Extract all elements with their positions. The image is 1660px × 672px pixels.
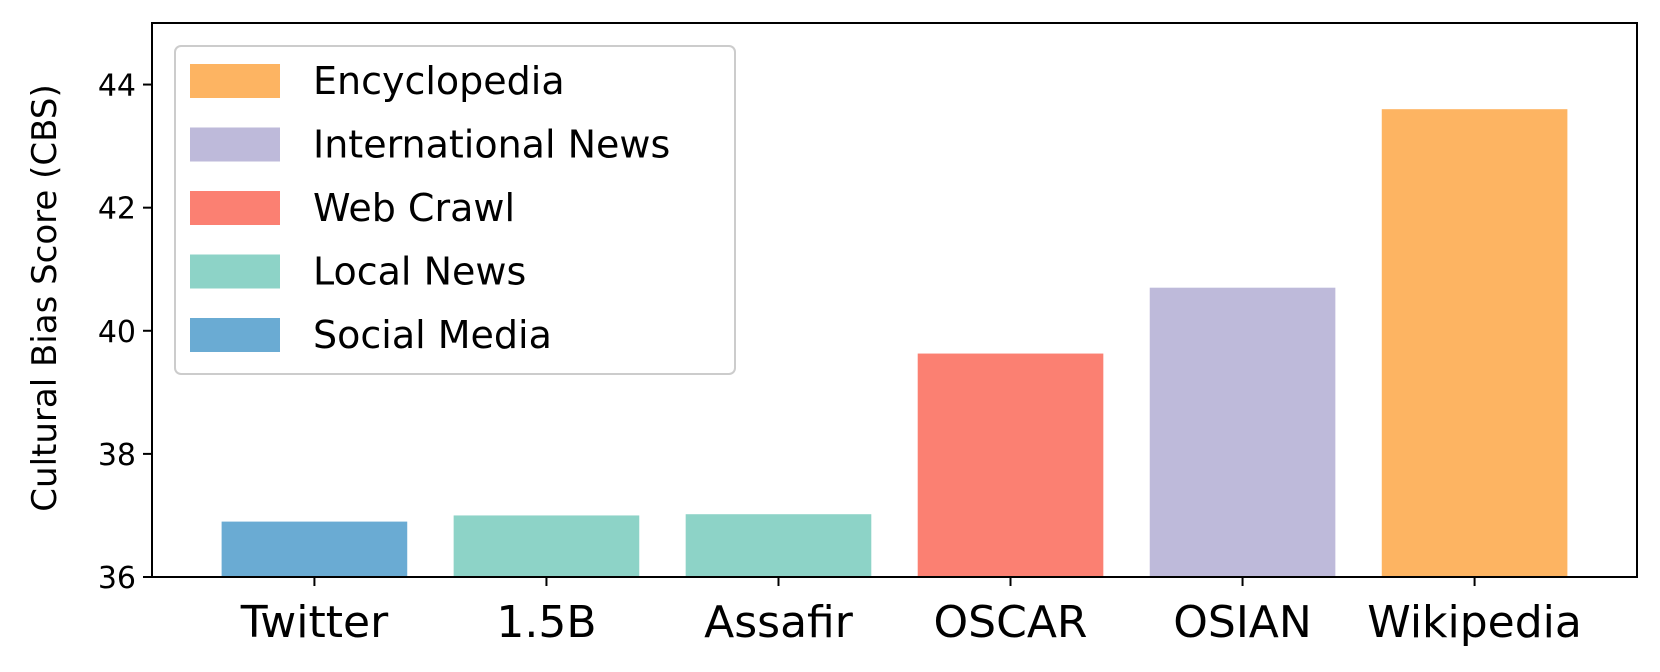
- legend-label: Web Crawl: [313, 186, 515, 230]
- legend-label: Social Media: [313, 313, 552, 357]
- x-tick-label: Assafir: [704, 597, 854, 648]
- legend-swatch: [190, 127, 280, 162]
- legend-swatch: [190, 318, 280, 352]
- y-tick-label: 38: [98, 438, 136, 473]
- bar-1-5b: [453, 515, 640, 577]
- y-tick-label: 40: [98, 315, 136, 350]
- legend-label: Encyclopedia: [313, 59, 565, 103]
- legend-box: [174, 45, 736, 375]
- bar-assafir: [685, 514, 872, 577]
- x-tick-label: Twitter: [240, 597, 389, 648]
- legend-swatch: [190, 191, 280, 225]
- legend-label: Local News: [313, 250, 526, 294]
- x-tick-label: OSCAR: [934, 597, 1088, 648]
- y-tick-label: 36: [98, 561, 136, 596]
- bar-oscar: [917, 353, 1104, 577]
- x-axis: Twitter 1.5B Assafir OSCAR OSIAN Wikipedia: [240, 577, 1582, 648]
- y-axis: 36 38 40 42 44: [98, 69, 152, 596]
- legend-swatch: [190, 64, 280, 98]
- bar-osian: [1149, 287, 1336, 577]
- legend-label: International News: [313, 123, 670, 167]
- x-tick-label: Wikipedia: [1367, 597, 1582, 648]
- y-tick-label: 42: [98, 192, 136, 227]
- x-tick-label: 1.5B: [496, 597, 596, 648]
- y-axis-title: Cultural Bias Score (CBS): [25, 84, 65, 511]
- bar-wikipedia: [1381, 109, 1568, 577]
- legend: Encyclopedia International News Web Crawl L…: [174, 45, 736, 375]
- bar-twitter: [221, 521, 408, 577]
- bars-group: [221, 109, 1568, 577]
- y-tick-label: 44: [98, 69, 136, 104]
- plot-frame: [151, 22, 1638, 578]
- x-tick-label: OSIAN: [1173, 597, 1312, 648]
- legend-swatch: [190, 254, 280, 289]
